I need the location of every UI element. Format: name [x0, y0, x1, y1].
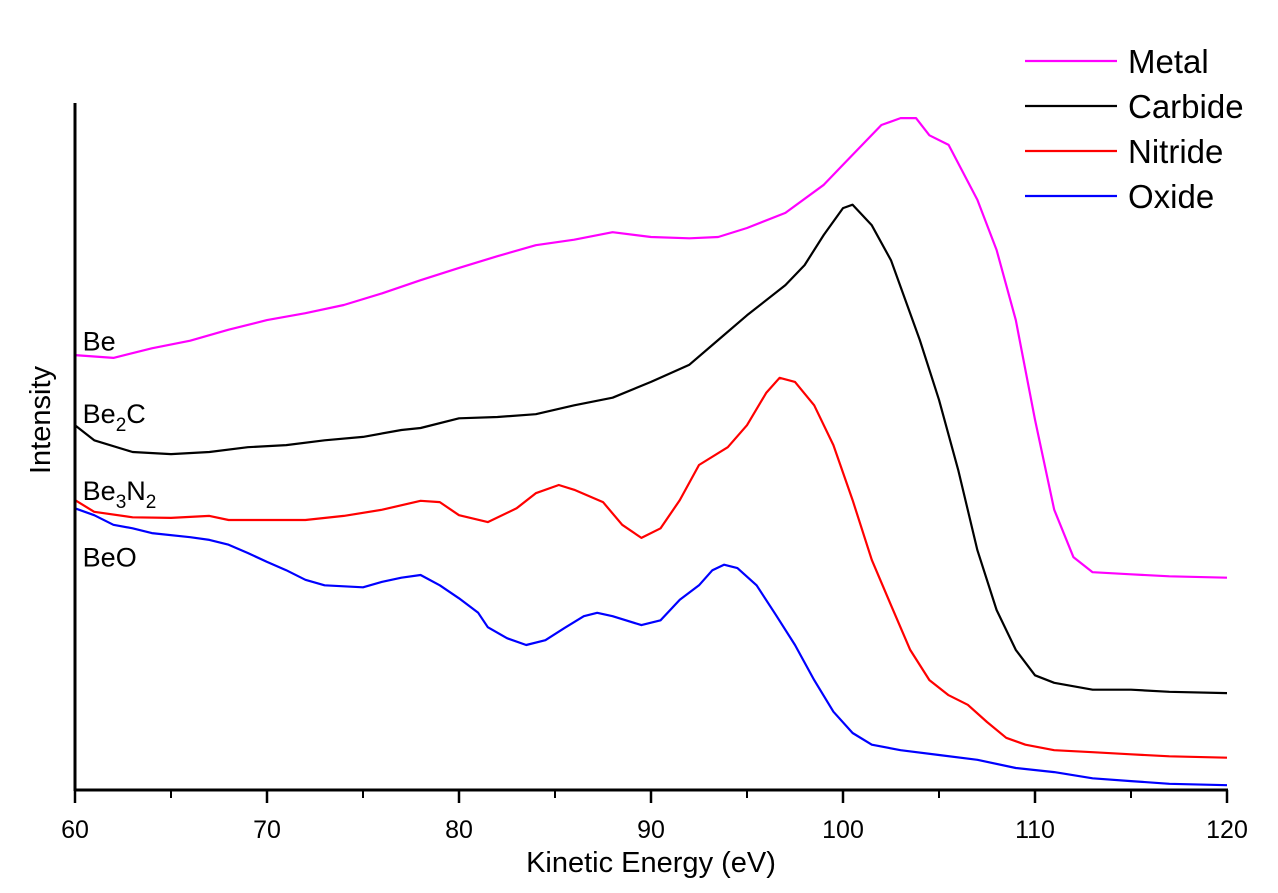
- x-tick-label: 110: [1015, 816, 1055, 844]
- curve-label: BeO: [83, 543, 137, 573]
- y-axis-title: Intensity: [25, 366, 57, 474]
- label-text: BeO: [83, 543, 137, 573]
- legend: Metal Carbide Nitride Oxide: [1025, 43, 1244, 215]
- x-ticks: 60 70 80 90 100 110 120: [61, 790, 1248, 844]
- legend-item-carbide: Carbide: [1025, 88, 1244, 125]
- legend-item-metal: Metal: [1025, 43, 1209, 80]
- legend-item-oxide: Oxide: [1025, 178, 1214, 215]
- legend-label: Carbide: [1128, 88, 1244, 125]
- curve-label: Be: [83, 326, 116, 356]
- label-text: Be: [83, 476, 116, 506]
- legend-label: Nitride: [1128, 133, 1223, 170]
- series-layer: [74, 116, 1228, 787]
- curve-label: Be2C: [83, 399, 146, 436]
- x-tick-label: 100: [822, 816, 864, 844]
- series-line-metal: [74, 116, 1228, 579]
- legend-item-nitride: Nitride: [1025, 133, 1223, 170]
- subscript: 3: [116, 492, 127, 513]
- x-tick-label: 80: [445, 816, 473, 844]
- legend-label: Metal: [1128, 43, 1209, 80]
- x-tick-label: 90: [637, 816, 665, 844]
- x-tick-label: 120: [1206, 816, 1248, 844]
- subscript: 2: [116, 415, 127, 436]
- x-axis-title: Kinetic Energy (eV): [526, 847, 776, 879]
- subscript: 2: [146, 492, 157, 513]
- legend-label: Oxide: [1128, 178, 1214, 215]
- x-tick-label: 60: [61, 816, 89, 844]
- curve-label: Be3N2: [83, 476, 157, 513]
- series-line-oxide: [74, 507, 1228, 787]
- label-text: N: [126, 476, 145, 506]
- x-tick-label: 70: [253, 816, 281, 844]
- series-line-nitride: [74, 376, 1228, 759]
- label-text: Be: [83, 326, 116, 356]
- label-text: C: [126, 399, 145, 429]
- series-line-carbide: [74, 203, 1228, 695]
- label-text: Be: [83, 399, 116, 429]
